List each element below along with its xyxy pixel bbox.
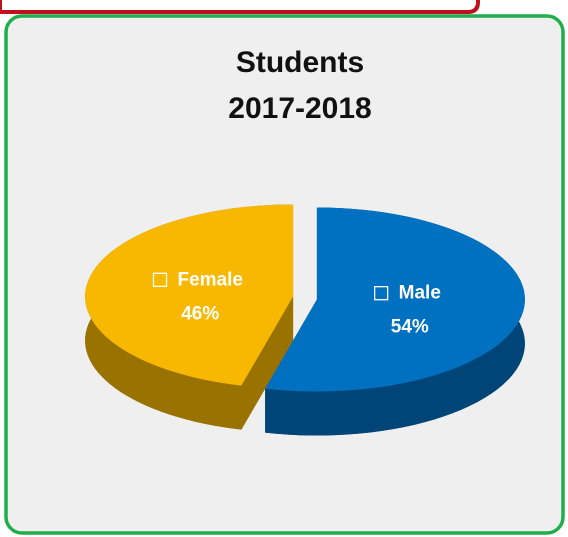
pie-slice bbox=[85, 204, 294, 430]
slice-label: Female bbox=[177, 269, 242, 290]
top-panel-edge bbox=[0, 0, 480, 14]
slice-cut-face bbox=[241, 296, 294, 430]
label-bullet bbox=[152, 272, 168, 287]
slice-top bbox=[265, 207, 525, 392]
slice-value-label: 54% bbox=[391, 317, 429, 338]
slice-top bbox=[85, 204, 294, 386]
label-bullet bbox=[373, 286, 389, 301]
chart-title: Students bbox=[236, 46, 364, 79]
pie-slice bbox=[265, 207, 525, 436]
chart-subtitle: 2017-2018 bbox=[228, 92, 371, 125]
slice-label: Male bbox=[399, 283, 441, 304]
slice-value-label: 46% bbox=[181, 303, 219, 324]
